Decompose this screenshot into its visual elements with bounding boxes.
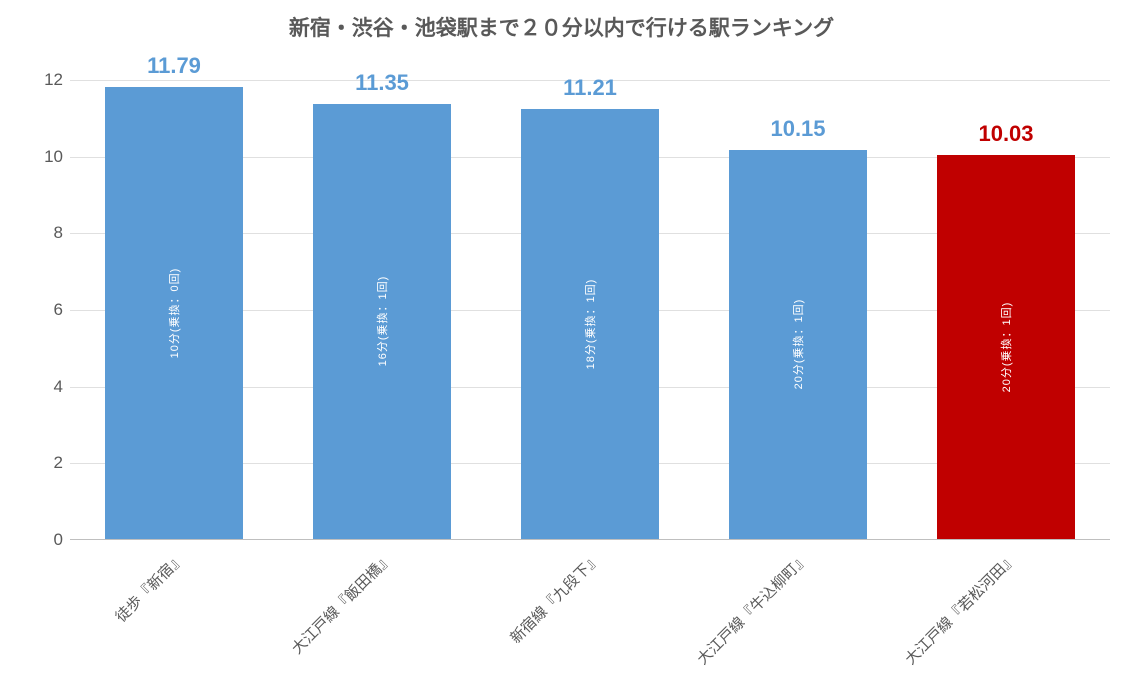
x-label-slot: 大江戸線『若松河田』 — [902, 548, 1110, 668]
chart-container: 新宿・渋谷・池袋駅まで２０分以内で行ける駅ランキング 11.7910分(乗換：0… — [0, 0, 1123, 681]
chart-title: 新宿・渋谷・池袋駅まで２０分以内で行ける駅ランキング — [0, 12, 1123, 42]
bar-inner-label: 20分(乗換：1回) — [790, 299, 806, 390]
y-tick-label: 6 — [13, 300, 63, 320]
y-tick-label: 10 — [13, 147, 63, 167]
y-tick-label: 8 — [13, 223, 63, 243]
x-label-slot: 徒歩『新宿』 — [70, 548, 278, 668]
bar-inner-label: 20分(乗換：1回) — [998, 301, 1014, 392]
bar: 11.2118分(乗換：1回) — [521, 109, 659, 539]
y-tick-label: 2 — [13, 453, 63, 473]
x-axis-labels: 徒歩『新宿』 大江戸線『飯田橋』 新宿線『九段下』大江戸線『牛込柳町』大江戸線『若松… — [70, 548, 1110, 668]
bar-slot: 11.7910分(乗換：0回) — [70, 80, 278, 539]
x-axis-label: 大江戸線『飯田橋』 — [287, 548, 397, 658]
x-label-slot: 大江戸線『飯田橋』 — [278, 548, 486, 668]
bar-inner-label: 18分(乗換：1回) — [582, 279, 598, 370]
bar-inner-label: 10分(乗換：0回) — [166, 268, 182, 359]
data-label: 10.15 — [770, 116, 825, 142]
data-label: 10.03 — [978, 121, 1033, 147]
bar: 10.1520分(乗換：1回) — [729, 150, 867, 539]
bar-inner-label: 16分(乗換：1回) — [374, 276, 390, 367]
bar-slot: 11.3516分(乗換：1回) — [278, 80, 486, 539]
data-label: 11.79 — [147, 53, 201, 79]
plot-area: 11.7910分(乗換：0回) 11.3516分(乗換：1回) 11.2118分(乗… — [70, 80, 1110, 540]
bars-group: 11.7910分(乗換：0回) 11.3516分(乗換：1回) 11.2118分(乗… — [70, 80, 1110, 539]
bar: 11.3516分(乗換：1回) — [313, 104, 451, 539]
x-axis-label: 新宿線『九段下』 — [505, 548, 605, 648]
y-tick-label: 12 — [13, 70, 63, 90]
x-axis-label: 大江戸線『若松河田』 — [900, 548, 1021, 669]
x-axis-label: 大江戸線『牛込柳町』 — [692, 548, 813, 669]
x-label-slot: 新宿線『九段下』 — [486, 548, 694, 668]
bar-slot: 10.03 20分(乗換：1回) — [902, 80, 1110, 539]
bar: 10.0320分(乗換：1回) — [937, 155, 1075, 539]
x-axis-label: 徒歩『新宿』 — [110, 548, 188, 626]
x-label-slot: 大江戸線『牛込柳町』 — [694, 548, 902, 668]
y-tick-label: 4 — [13, 377, 63, 397]
data-label: 11.21 — [563, 75, 617, 101]
y-tick-label: 0 — [13, 530, 63, 550]
bar: 11.7910分(乗換：0回) — [105, 87, 243, 539]
data-label: 11.35 — [355, 70, 409, 96]
bar-slot: 10.15 20分(乗換：1回) — [694, 80, 902, 539]
bar-slot: 11.2118分(乗換：1回) — [486, 80, 694, 539]
